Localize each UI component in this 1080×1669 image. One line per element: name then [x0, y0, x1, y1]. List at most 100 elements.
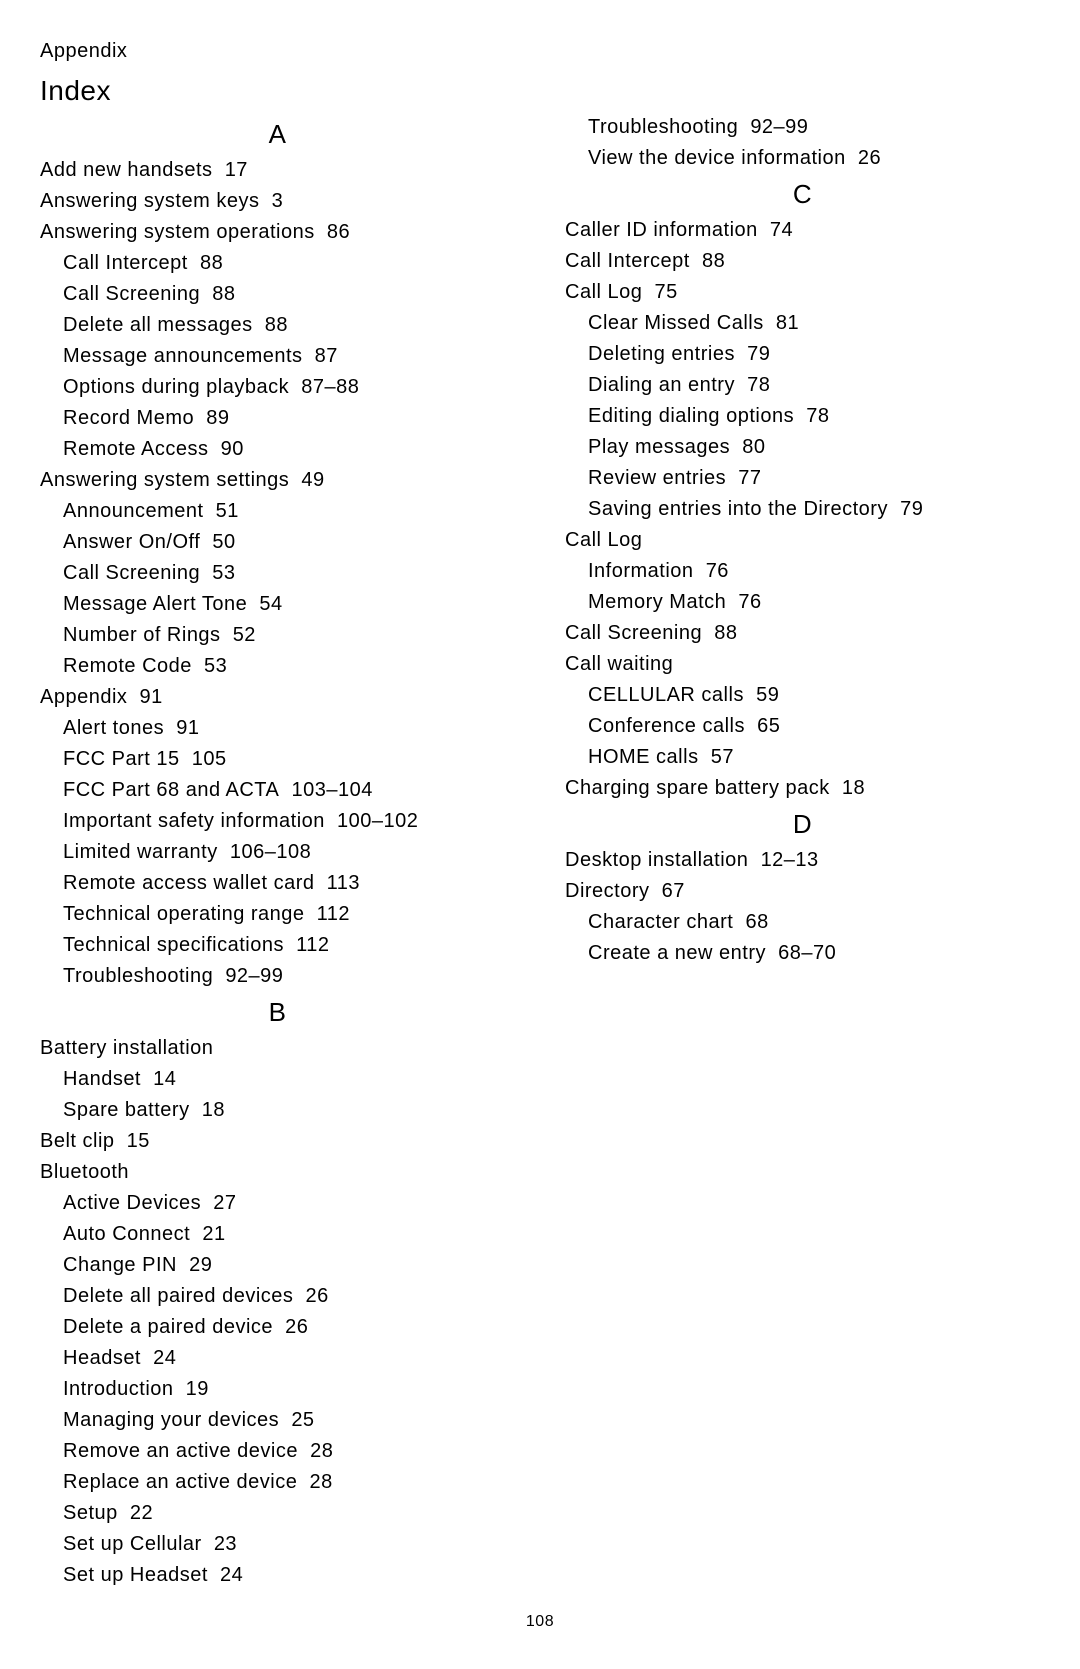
index-entry: Remove an active device 28 — [40, 1437, 515, 1466]
index-page-ref: 29 — [189, 1254, 212, 1276]
index-entry: Troubleshooting 92–99 — [40, 962, 515, 991]
index-page-ref: 59 — [756, 684, 779, 706]
index-entry: Introduction 19 — [40, 1375, 515, 1404]
index-page-ref: 92–99 — [225, 965, 283, 987]
index-entry: Headset 24 — [40, 1344, 515, 1373]
index-page-ref: 90 — [221, 438, 244, 460]
index-page-ref: 74 — [770, 219, 793, 241]
index-term: Conference calls — [588, 715, 745, 737]
index-entry: Spare battery 18 — [40, 1096, 515, 1125]
index-term: Call Screening — [63, 562, 200, 584]
index-term: Deleting entries — [588, 343, 735, 365]
index-page-ref: 81 — [776, 312, 799, 334]
index-term: Play messages — [588, 436, 730, 458]
index-entry: Call Log 75 — [565, 278, 1040, 307]
index-page-ref: 103–104 — [292, 779, 373, 801]
index-term: Announcement — [63, 500, 204, 522]
index-entry: Review entries 77 — [565, 464, 1040, 493]
index-page-ref: 52 — [233, 624, 256, 646]
index-entry: Answering system settings 49 — [40, 466, 515, 495]
index-entry: Troubleshooting 92–99 — [565, 113, 1040, 142]
index-page-ref: 106–108 — [230, 841, 311, 863]
index-page-ref: 77 — [738, 467, 761, 489]
index-letter: C — [565, 179, 1040, 210]
index-entry: Active Devices 27 — [40, 1189, 515, 1218]
index-page-ref: 51 — [216, 500, 239, 522]
index-entry: Answer On/Off 50 — [40, 528, 515, 557]
index-entry: Alert tones 91 — [40, 714, 515, 743]
index-page-ref: 14 — [153, 1068, 176, 1090]
index-entry: Important safety information 100–102 — [40, 807, 515, 836]
index-term: FCC Part 15 — [63, 748, 180, 770]
index-term: Call Screening — [63, 283, 200, 305]
index-entry: FCC Part 68 and ACTA 103–104 — [40, 776, 515, 805]
index-page-ref: 68–70 — [778, 942, 836, 964]
index-term: Setup — [63, 1502, 118, 1524]
index-term: Troubleshooting — [588, 116, 738, 138]
index-page-ref: 91 — [176, 717, 199, 739]
index-term: Caller ID information — [565, 219, 758, 241]
index-entry: CELLULAR calls 59 — [565, 681, 1040, 710]
index-entry: Delete all messages 88 — [40, 311, 515, 340]
index-page-ref: 113 — [327, 872, 360, 894]
index-page-ref: 76 — [706, 560, 729, 582]
index-term: Memory Match — [588, 591, 726, 613]
index-entry: Message announcements 87 — [40, 342, 515, 371]
index-entry: Call Screening 88 — [40, 280, 515, 309]
index-term: Introduction — [63, 1378, 174, 1400]
index-entry: Delete a paired device 26 — [40, 1313, 515, 1342]
index-entry: Limited warranty 106–108 — [40, 838, 515, 867]
index-page-ref: 88 — [714, 622, 737, 644]
index-page-ref: 28 — [309, 1471, 332, 1493]
index-term: Set up Cellular — [63, 1533, 202, 1555]
index-entry: Editing dialing options 78 — [565, 402, 1040, 431]
index-term: Desktop installation — [565, 849, 748, 871]
index-term: Set up Headset — [63, 1564, 208, 1586]
index-entry: Answering system keys 3 — [40, 187, 515, 216]
index-term: Troubleshooting — [63, 965, 213, 987]
index-entry: Call Intercept 88 — [40, 249, 515, 278]
index-entry: Message Alert Tone 54 — [40, 590, 515, 619]
index-page-ref: 92–99 — [750, 116, 808, 138]
index-page-ref: 26 — [858, 147, 881, 169]
index-term: FCC Part 68 and ACTA — [63, 779, 279, 801]
index-entry: Charging spare battery pack 18 — [565, 774, 1040, 803]
index-entry: Character chart 68 — [565, 908, 1040, 937]
index-page-ref: 91 — [140, 686, 163, 708]
index-term: Appendix — [40, 686, 127, 708]
index-page-ref: 78 — [747, 374, 770, 396]
index-entry: Desktop installation 12–13 — [565, 846, 1040, 875]
index-term: Delete a paired device — [63, 1316, 273, 1338]
index-term: Message Alert Tone — [63, 593, 247, 615]
index-page-ref: 53 — [212, 562, 235, 584]
index-page-ref: 67 — [662, 880, 685, 902]
index-page-ref: 87 — [315, 345, 338, 367]
index-entry: FCC Part 15 105 — [40, 745, 515, 774]
index-entry: Battery installation — [40, 1034, 515, 1063]
index-page-ref: 88 — [265, 314, 288, 336]
index-page-ref: 105 — [192, 748, 227, 770]
index-letter: A — [40, 119, 515, 150]
index-term: Remote access wallet card — [63, 872, 314, 894]
index-page-ref: 53 — [204, 655, 227, 677]
index-entry: Auto Connect 21 — [40, 1220, 515, 1249]
index-entry: Appendix 91 — [40, 683, 515, 712]
index-term: Options during playback — [63, 376, 289, 398]
index-page-ref: 26 — [306, 1285, 329, 1307]
index-page-ref: 78 — [806, 405, 829, 427]
index-entry: Announcement 51 — [40, 497, 515, 526]
index-page-ref: 54 — [259, 593, 282, 615]
page-number: 108 — [40, 1613, 1040, 1631]
index-page-ref: 18 — [202, 1099, 225, 1121]
index-entry: Remote Access 90 — [40, 435, 515, 464]
index-term: Delete all paired devices — [63, 1285, 293, 1307]
index-page-ref: 86 — [327, 221, 350, 243]
index-entry: Remote Code 53 — [40, 652, 515, 681]
index-term: Editing dialing options — [588, 405, 794, 427]
index-term: Important safety information — [63, 810, 325, 832]
index-entry: Belt clip 15 — [40, 1127, 515, 1156]
index-entry: Remote access wallet card 113 — [40, 869, 515, 898]
index-page-ref: 25 — [291, 1409, 314, 1431]
index-page-ref: 75 — [655, 281, 678, 303]
index-entry: Directory 67 — [565, 877, 1040, 906]
